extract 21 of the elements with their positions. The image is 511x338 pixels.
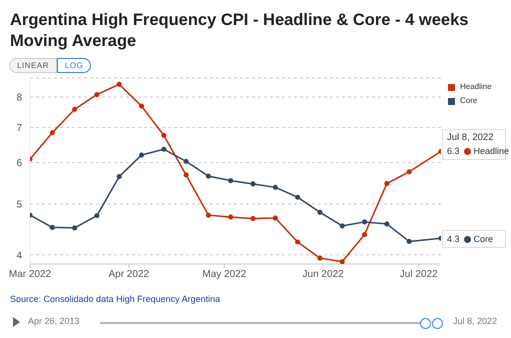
data-label: 4.3 — [447, 233, 460, 246]
legend-label: Core — [472, 233, 494, 246]
chart-title: Argentina High Frequency CPI - Headline & Core - 4 weeks Moving Average — [10, 10, 470, 52]
x-tick-label: Jul 2022 — [400, 269, 438, 280]
text: Core — [460, 96, 478, 105]
source-note: Source: Consolidado data High Frequency Argentina — [10, 294, 220, 304]
data-label: 6.3 — [447, 145, 460, 158]
x-tick-label: Jun 2022 — [302, 269, 344, 280]
x-tick-label: Mar 2022 — [8, 269, 52, 280]
x-tick-label: Apr 2022 — [108, 269, 150, 280]
legend-label: Headline — [459, 81, 492, 93]
y-tick-label: 6 — [16, 158, 22, 170]
text: Jul 8, 2022 — [442, 129, 506, 146]
text: Apr 26, 2013 — [28, 316, 80, 326]
x-tick-label: May 2022 — [202, 269, 247, 280]
text: Jul 8, 2022 — [453, 316, 498, 326]
y-tick-label: 8 — [16, 92, 22, 104]
y-tick-label: 4 — [16, 250, 22, 262]
y-tick-label: 7 — [16, 122, 22, 134]
text: Headline — [474, 146, 510, 156]
y-tick-label: 5 — [16, 200, 22, 211]
